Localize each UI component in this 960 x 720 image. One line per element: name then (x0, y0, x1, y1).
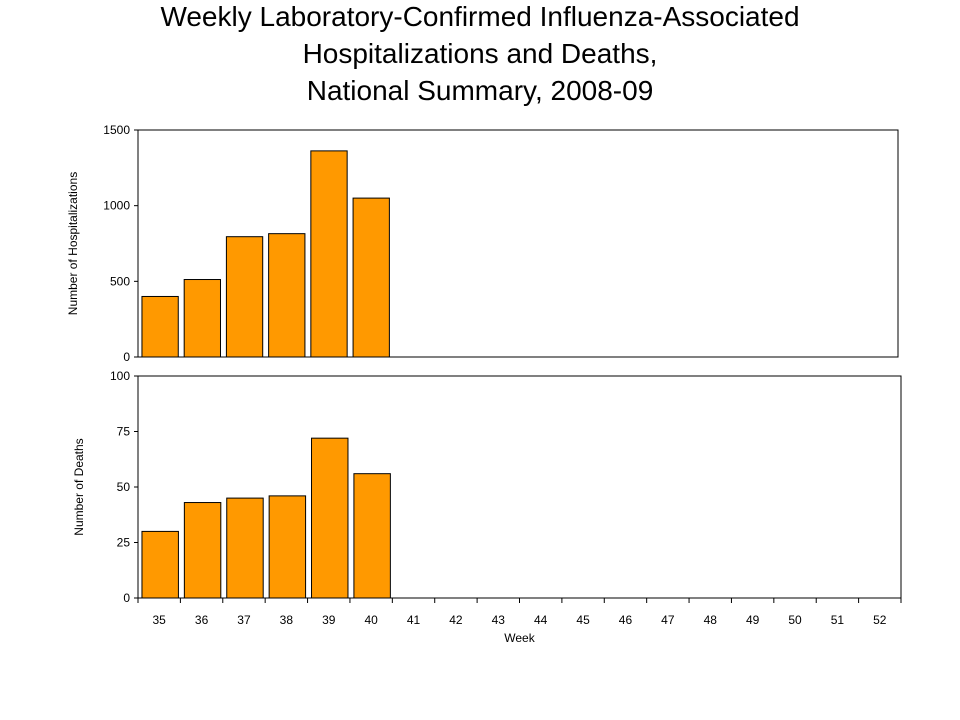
deaths-bar-week-39 (311, 437, 349, 599)
chart-title-line-3: National Summary, 2008-09 (306, 75, 654, 106)
hosp-plot-frame (137, 129, 899, 358)
hosp-bar-week-40 (352, 197, 390, 358)
deaths-x-axis-title: Week (504, 631, 535, 645)
hospitalizations-panel: 0 500 1000 1500 Number of Hospitalizations (66, 123, 899, 364)
hosp-bar-week-38 (268, 233, 306, 358)
deaths-bar-week-38 (268, 495, 307, 599)
deaths-x-tick-label: 43 (492, 613, 506, 627)
hosp-y-tick-label: 500 (110, 274, 130, 288)
deaths-x-tick-label: 44 (534, 613, 548, 627)
deaths-bar-week-37 (226, 497, 264, 599)
deaths-x-tick-label: 46 (619, 613, 633, 627)
deaths-y-axis-title: Number of Deaths (72, 438, 86, 535)
deaths-x-tick-label: 48 (704, 613, 718, 627)
deaths-x-tick-label: 40 (364, 613, 378, 627)
deaths-panel: 0 25 50 75 100 35 36 37 38 39 40 41 42 43 44 45 46 47 48 49… (72, 369, 902, 645)
chart-title: Weekly Laboratory-Confirmed Influenza-As… (0, 0, 960, 109)
hosp-bar-week-35 (141, 295, 179, 358)
hosp-y-tick-label: 0 (123, 350, 130, 364)
deaths-y-tick-label: 50 (117, 480, 131, 494)
hosp-y-axis-title: Number of Hospitalizations (66, 172, 80, 315)
deaths-y-tick-label: 25 (117, 536, 131, 550)
hosp-y-tick-label: 1500 (103, 123, 130, 137)
deaths-x-tick-label: 41 (407, 613, 421, 627)
hosp-bar-week-37 (225, 236, 264, 358)
hosp-bar-week-36 (183, 279, 221, 358)
hosp-bar-week-39 (310, 150, 348, 358)
deaths-y-tick-label: 0 (123, 591, 130, 605)
deaths-x-tick-label: 36 (195, 613, 209, 627)
deaths-bar-week-35 (141, 530, 179, 599)
deaths-y-tick-label: 75 (117, 425, 131, 439)
chart-title-line-2: Hospitalizations and Deaths, (302, 38, 658, 69)
deaths-x-tick-label: 42 (449, 613, 463, 627)
deaths-bar-week-36 (183, 502, 222, 599)
deaths-x-tick-label: 51 (831, 613, 845, 627)
deaths-x-tick-label: 45 (576, 613, 590, 627)
deaths-x-tick-label: 52 (873, 613, 887, 627)
hosp-y-tick-label: 1000 (103, 199, 130, 213)
deaths-x-tick-label: 37 (237, 613, 251, 627)
chart-title-line-1: Weekly Laboratory-Confirmed Influenza-As… (160, 1, 800, 32)
deaths-x-tick-label: 47 (661, 613, 675, 627)
deaths-bar-week-40 (353, 473, 391, 599)
deaths-plot-frame (137, 375, 902, 599)
deaths-x-tick-label: 49 (746, 613, 760, 627)
deaths-x-tick-label: 39 (322, 613, 336, 627)
deaths-x-tick-label: 38 (280, 613, 294, 627)
deaths-y-tick-label: 100 (110, 369, 130, 383)
deaths-x-tick-label: 50 (788, 613, 802, 627)
deaths-x-tick-label: 35 (153, 613, 167, 627)
